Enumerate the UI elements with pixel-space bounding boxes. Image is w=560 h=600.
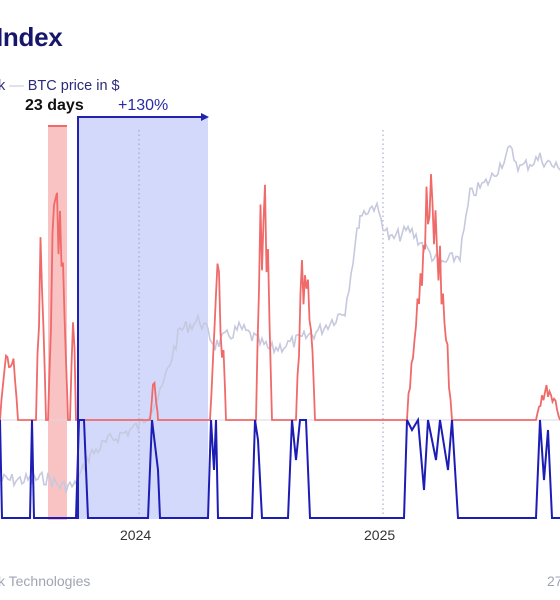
chart-title: Index xyxy=(0,22,63,52)
legend-fragment: k xyxy=(0,78,6,94)
x-tick-2025: 2025 xyxy=(364,527,396,543)
footer-page: 27 xyxy=(547,573,560,589)
footer-source: k Technologies xyxy=(0,573,91,589)
blue-band-outline xyxy=(77,116,207,519)
legend-btc-label: BTC price in $ xyxy=(27,78,120,94)
x-tick-2024: 2024 xyxy=(120,527,152,543)
arrow-head-icon xyxy=(201,113,209,121)
index-line-high xyxy=(0,174,560,421)
legend: k — BTC price in $ xyxy=(0,78,120,94)
annotation-days: 23 days xyxy=(25,97,84,114)
legend-dash-icon: — xyxy=(9,78,24,94)
highlight-blue-band xyxy=(78,117,208,519)
annotation-gain: +130% xyxy=(118,97,169,114)
btc-price-line xyxy=(0,144,560,494)
index-line-low xyxy=(0,416,560,519)
